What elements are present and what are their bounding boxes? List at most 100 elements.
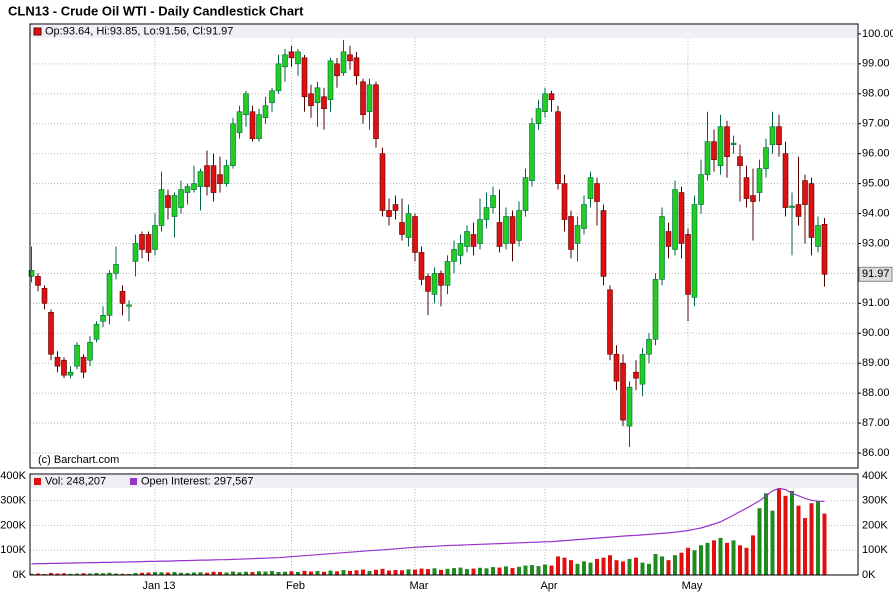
candle-body (431, 273, 438, 295)
candle-body (113, 264, 119, 274)
y-tick-label: 96.00 (862, 148, 890, 160)
y-tick-label: 400K (0, 470, 26, 482)
candle-body (574, 225, 581, 244)
y-tick-label: 97.00 (862, 118, 890, 130)
candle-body (262, 105, 269, 119)
volume-bar (62, 573, 66, 575)
volume-bar (257, 571, 261, 575)
candle-body (763, 147, 769, 169)
candle-body (386, 210, 392, 217)
volume-bar (673, 555, 677, 575)
volume-bar (731, 540, 736, 575)
volume-bar (582, 561, 586, 575)
volume-bar (536, 566, 541, 575)
candle-body (139, 234, 145, 250)
volume-bar (777, 488, 781, 575)
candle-body (295, 51, 301, 65)
candle-body (366, 84, 373, 113)
x-tick-label: Apr (540, 580, 557, 592)
candle-body (691, 204, 698, 298)
candle-body (451, 249, 457, 262)
x-tick-label: Mar (410, 580, 429, 592)
volume-bar (55, 573, 60, 575)
candle-body (555, 111, 561, 184)
volume-bar (562, 557, 567, 575)
y-tick-label: 300K (0, 495, 26, 507)
volume-bar (374, 569, 378, 575)
candle-body (776, 126, 782, 145)
y-tick-label: 90.00 (862, 327, 890, 339)
candle-body (568, 216, 574, 250)
candle-body (600, 210, 607, 277)
candle-body (223, 165, 230, 184)
candle-body (470, 234, 477, 247)
volume-bar (523, 565, 528, 575)
candle-body (100, 315, 106, 322)
volume-bar (133, 573, 138, 575)
candle-body (204, 165, 210, 187)
y-tick-label: 88.00 (862, 387, 890, 399)
y-tick-label: 86.00 (862, 447, 890, 459)
candle-body (464, 231, 470, 247)
candle-body (522, 177, 529, 211)
volume-bar (666, 560, 671, 575)
candle-body (678, 192, 685, 244)
volume-bar (614, 560, 619, 575)
x-tick-label: Jan 13 (142, 580, 175, 592)
candle-body (457, 243, 464, 256)
candle-body (444, 261, 451, 286)
volume-bar (348, 570, 352, 575)
volume-bar (146, 572, 151, 575)
volume-bar (484, 568, 489, 575)
candle-body (314, 87, 321, 104)
volume-bar (387, 570, 391, 575)
candle-body (646, 338, 652, 355)
volume-bar (816, 500, 820, 575)
volume-bar (458, 567, 463, 575)
volume-bar (380, 568, 385, 575)
source-note: (c) Barchart.com (38, 454, 119, 466)
candle-body (191, 183, 197, 190)
y-tick-label: 100K (0, 544, 26, 556)
candle-body (698, 174, 704, 205)
y-tick-label: 94.00 (862, 207, 890, 219)
candle-body (87, 341, 93, 361)
candle-body (249, 111, 256, 139)
volume-bar (315, 571, 320, 575)
x-tick-label: May (682, 580, 703, 592)
candle-body (165, 195, 171, 208)
x-tick-label: Feb (286, 580, 305, 592)
volume-bar (322, 571, 326, 575)
candle-body (672, 189, 678, 250)
candle-body (496, 222, 503, 247)
volume-bar (250, 572, 255, 575)
legend-swatch (34, 478, 41, 485)
volume-frame (29, 473, 859, 576)
volume-bar (205, 572, 209, 575)
candle-body (321, 96, 327, 110)
candle-body (711, 141, 717, 160)
candle-body (789, 205, 795, 208)
candle-body (282, 54, 288, 68)
candle-body (756, 168, 763, 193)
candle-body (594, 183, 600, 202)
volume-bar (120, 573, 125, 575)
y-tick-label: 200K (862, 519, 888, 531)
volume-bar (211, 571, 216, 575)
candle-body (74, 344, 80, 367)
volume-bar (556, 556, 560, 575)
volume-bar (608, 555, 612, 575)
volume-bar (744, 547, 749, 575)
volume-bar (296, 572, 300, 575)
volume-legend: Vol: 248,207 (45, 475, 106, 487)
candle-body (613, 353, 620, 382)
volume-bar (764, 493, 768, 575)
y-tick-label: 0K (13, 569, 27, 581)
candle-body (633, 371, 639, 379)
volume-bar (309, 571, 313, 575)
volume-bar (478, 567, 482, 575)
candle-body (535, 108, 542, 124)
volume-bar (790, 490, 794, 575)
candle-body (217, 174, 223, 184)
volume-bar (510, 568, 515, 575)
